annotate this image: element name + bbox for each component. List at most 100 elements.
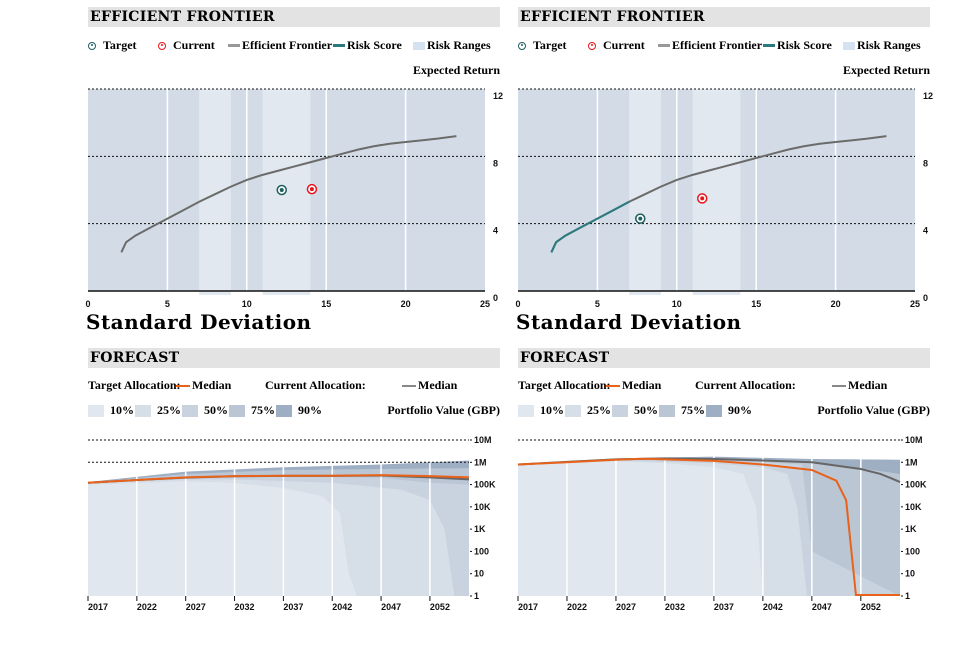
target-point-center (279, 188, 284, 192)
current-point-center (309, 187, 314, 192)
x-tick-label: 2022 (567, 602, 587, 612)
legend-percentile-90[interactable]: 90% (276, 403, 322, 418)
x-tick-label: 2047 (381, 602, 401, 612)
legend-risk-score[interactable]: Risk Score (333, 38, 402, 53)
y-tick-label: 100K (474, 480, 496, 490)
current-point-center (700, 196, 705, 201)
legend-label: Risk Ranges (857, 38, 921, 52)
legend-label: 50% (204, 403, 228, 417)
legend-label: Target (103, 38, 137, 52)
percentile-swatch-icon (565, 404, 581, 417)
forecast-chart: 2017 2022 2027 2032 2037 2042 2047 2052 10M 1M 100… (87, 435, 496, 612)
legend-label: 50% (634, 403, 658, 417)
median-target-line (87, 474, 470, 484)
legend-percentile-50[interactable]: 50% (182, 403, 228, 418)
efficient-frontier-line (120, 135, 457, 253)
risk-range-band (199, 89, 231, 295)
frontier-line-icon (658, 44, 670, 47)
percentile-swatch-icon (88, 404, 104, 417)
current-dot-icon (588, 41, 596, 50)
median-target-line (517, 457, 900, 596)
y-tick-label: 100 (474, 546, 489, 556)
forecast-title: FORECAST (518, 348, 930, 368)
x-tick-label: 2042 (332, 602, 352, 612)
forecast-y-axis-label: Portfolio Value (GBP) (387, 403, 500, 417)
x-tick-label: 2047 (812, 602, 832, 612)
y-tick-label: 1M (905, 457, 918, 467)
target-point-center (638, 216, 643, 221)
y-tick-label: 10M (474, 435, 492, 445)
legend-risk-ranges[interactable]: Risk Ranges (843, 38, 921, 53)
legend-median-current[interactable]: Median (402, 378, 457, 393)
legend-label: Target (533, 38, 567, 52)
y-tick-label: 1K (474, 524, 486, 534)
x-tick-label: 25 (480, 299, 490, 309)
legend-target[interactable]: Target (88, 38, 137, 53)
x-tick-label: 2027 (186, 602, 206, 612)
x-tick-label: 15 (321, 299, 331, 309)
legend-label: Risk Score (777, 38, 832, 52)
legend-percentile-75[interactable]: 75% (229, 403, 275, 418)
frontier-line-icon (228, 44, 240, 47)
legend-label: Risk Score (347, 38, 402, 52)
y-tick-label: 10K (905, 502, 922, 512)
portfolio-panel: EFFICIENT FRONTIER Target Current Effici… (515, 0, 938, 659)
legend-median-target[interactable]: Median (176, 378, 231, 393)
x-tick-label: 5 (595, 299, 600, 309)
y-tick-label: 8 (923, 158, 928, 168)
legend-label: Efficient Frontier (672, 38, 763, 52)
legend-percentile-75[interactable]: 75% (659, 403, 705, 418)
percentile-swatch-icon (229, 404, 245, 417)
x-tick-label: 20 (831, 299, 841, 309)
y-tick-label: 8 (493, 158, 498, 168)
legend-label: Risk Ranges (427, 38, 491, 52)
legend-current[interactable]: Current (158, 38, 215, 53)
legend-current[interactable]: Current (588, 38, 645, 53)
legend-percentile-10[interactable]: 10% (518, 403, 564, 418)
current-allocation-label: Current Allocation: (695, 378, 796, 392)
target-allocation-label: Target Allocation: (88, 378, 181, 392)
legend-label: Median (418, 378, 458, 392)
legend-median-current[interactable]: Median (832, 378, 887, 393)
y-tick-label: 1K (905, 524, 917, 534)
legend-label: Current (603, 38, 645, 52)
x-tick-label: 2037 (283, 602, 303, 612)
percentile-swatch-icon (182, 404, 198, 417)
legend-percentile-25[interactable]: 25% (135, 403, 181, 418)
y-tick-label: 0 (923, 293, 928, 303)
legend-label: 90% (298, 403, 322, 417)
legend-target[interactable]: Target (518, 38, 567, 53)
legend-percentile-90[interactable]: 90% (706, 403, 752, 418)
legend-frontier[interactable]: Efficient Frontier (658, 38, 762, 53)
median-line-icon (606, 384, 620, 387)
x-tick-label: 2032 (665, 602, 685, 612)
x-tick-label: 2052 (430, 602, 450, 612)
frontier-title: EFFICIENT FRONTIER (518, 7, 930, 27)
legend-label: 10% (540, 403, 564, 417)
y-tick-label: 100K (905, 480, 927, 490)
percentile-swatch-icon (706, 404, 722, 417)
risk-ranges-swatch-icon (413, 41, 425, 50)
x-tick-label: 5 (165, 299, 170, 309)
forecast-y-axis-label: Portfolio Value (GBP) (817, 403, 930, 417)
y-tick-label: 10K (474, 502, 491, 512)
legend-median-target[interactable]: Median (606, 378, 661, 393)
legend-percentile-50[interactable]: 50% (612, 403, 658, 418)
target-dot-icon (518, 41, 526, 50)
legend-frontier[interactable]: Efficient Frontier (228, 38, 332, 53)
legend-risk-score[interactable]: Risk Score (763, 38, 832, 53)
legend-risk-ranges[interactable]: Risk Ranges (413, 38, 491, 53)
legend-percentile-10[interactable]: 10% (88, 403, 134, 418)
legend-label: Median (192, 378, 232, 392)
y-tick-label: 1 (905, 591, 910, 601)
legend-label: 25% (157, 403, 181, 417)
median-line-icon (402, 384, 416, 387)
legend-percentile-25[interactable]: 25% (565, 403, 611, 418)
y-axis-label: Expected Return (843, 63, 930, 77)
risk-score-line-icon (763, 44, 775, 47)
x-tick-label: 2017 (518, 602, 538, 612)
legend-label: 75% (251, 403, 275, 417)
percentile-band-10 (88, 481, 357, 596)
x-tick-label: 2037 (714, 602, 734, 612)
